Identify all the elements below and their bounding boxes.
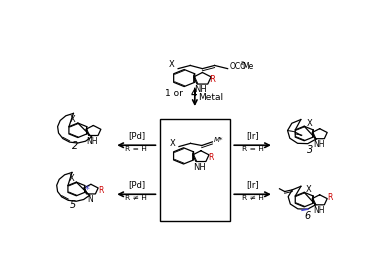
Text: X: X: [306, 185, 312, 194]
Text: NH: NH: [193, 163, 206, 172]
Text: NH: NH: [87, 137, 98, 146]
Text: X: X: [170, 139, 176, 148]
Text: R ≠ H: R ≠ H: [125, 195, 147, 201]
Text: *: *: [85, 185, 89, 195]
Text: R: R: [209, 153, 214, 161]
Text: 6: 6: [304, 211, 310, 221]
Text: R = H: R = H: [125, 146, 147, 152]
Text: 2: 2: [72, 141, 78, 151]
Text: 2: 2: [240, 61, 243, 66]
Text: Me: Me: [242, 62, 254, 71]
Bar: [160, 119, 230, 221]
Text: X: X: [307, 119, 312, 128]
Text: X: X: [169, 60, 174, 69]
Text: N: N: [87, 195, 93, 204]
Text: R: R: [209, 75, 215, 84]
Text: R = H: R = H: [241, 146, 263, 152]
Text: NH: NH: [194, 85, 207, 94]
Text: R: R: [327, 193, 333, 202]
Text: 1 or: 1 or: [165, 89, 186, 98]
Text: NH: NH: [313, 206, 325, 215]
Text: 3: 3: [307, 145, 313, 155]
Text: [Ir]: [Ir]: [246, 131, 259, 140]
Text: NH: NH: [313, 140, 325, 149]
Text: 4: 4: [190, 89, 196, 98]
Text: 5: 5: [70, 200, 76, 210]
Text: [Ir]: [Ir]: [246, 180, 259, 189]
Text: R ≠ H: R ≠ H: [241, 195, 263, 201]
Text: [Pd]: [Pd]: [128, 180, 145, 189]
Text: Metal: Metal: [198, 93, 223, 102]
Text: [Pd]: [Pd]: [128, 131, 145, 140]
Text: OCO: OCO: [229, 62, 246, 71]
Text: R: R: [98, 186, 103, 195]
Text: M*: M*: [214, 137, 223, 143]
Text: X: X: [69, 174, 74, 183]
Text: X: X: [70, 116, 76, 124]
